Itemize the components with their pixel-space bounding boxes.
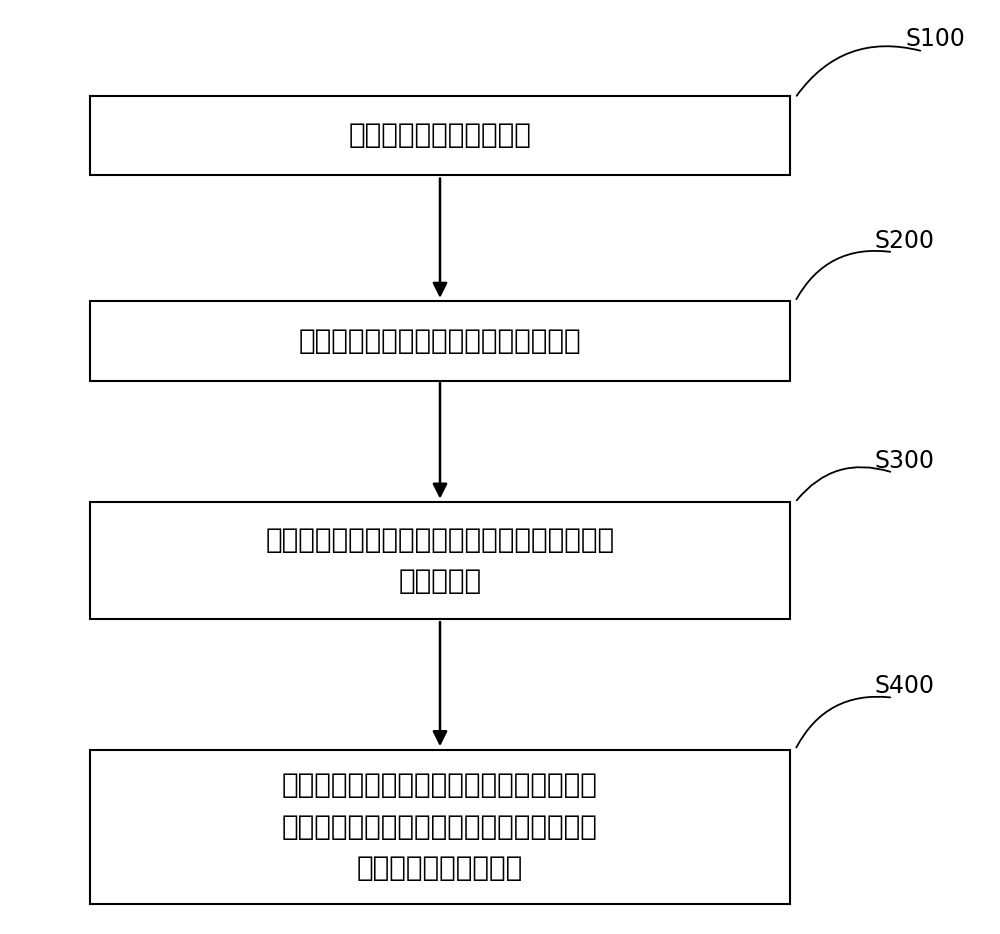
Text: 形成沟槽栅结构，所述栅极沟槽的底面形成有肖
特基势垒层: 形成沟槽栅结构，所述栅极沟槽的底面形成有肖 特基势垒层 [265, 526, 615, 595]
FancyBboxPatch shape [90, 301, 790, 381]
Text: S300: S300 [875, 449, 935, 474]
Text: 形成第一电极金属层以及第二电极金属，所
述第二电极金属层延伸至所述栅极沟槽中与
所述肖特基势垒层接触: 形成第一电极金属层以及第二电极金属，所 述第二电极金属层延伸至所述栅极沟槽中与 … [282, 771, 598, 882]
FancyBboxPatch shape [90, 749, 790, 904]
FancyArrowPatch shape [797, 467, 890, 501]
Text: 在所述半导体层的一侧外延形成漂移区: 在所述半导体层的一侧外延形成漂移区 [299, 327, 581, 355]
FancyArrowPatch shape [797, 47, 920, 96]
Text: S400: S400 [875, 674, 935, 699]
FancyArrowPatch shape [796, 697, 890, 747]
FancyBboxPatch shape [90, 502, 790, 618]
Text: S100: S100 [905, 27, 965, 51]
Text: S200: S200 [875, 229, 935, 253]
FancyBboxPatch shape [90, 95, 790, 176]
FancyArrowPatch shape [796, 251, 890, 299]
Text: 提供具有半导体层的衬底: 提供具有半导体层的衬底 [349, 121, 531, 149]
